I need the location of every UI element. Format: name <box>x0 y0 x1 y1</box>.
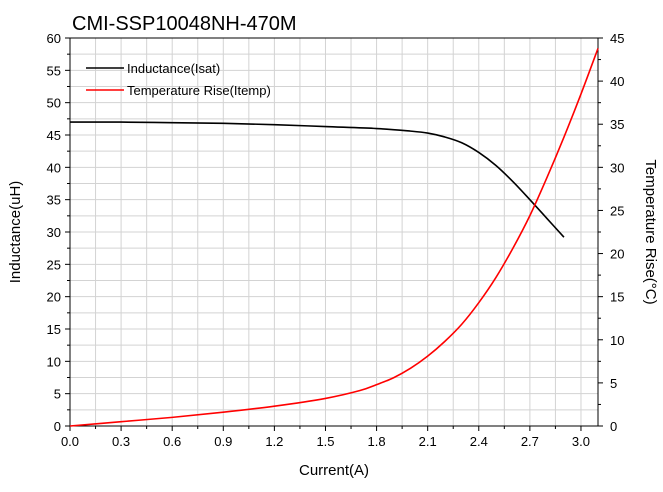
series-line-temperature-rise <box>69 48 599 427</box>
axis-ticks: 0.0 0.3 0.6 0.9 1.2 1.5 1.8 2.1 2.4 2.7 3.0 0 5 10 15 2… <box>47 31 625 449</box>
y-axis-left-label: Inductance(uH) <box>7 181 24 284</box>
legend: Inductance(Isat) Temperature Rise(Itemp) <box>86 61 271 98</box>
x-axis-label: Current(A) <box>299 462 369 479</box>
y-right-tick-label: 40 <box>610 74 624 89</box>
y-left-tick-label: 10 <box>47 354 61 369</box>
x-tick-label: 0.9 <box>214 434 232 449</box>
y-right-tick-label: 35 <box>610 117 624 132</box>
legend-label: Inductance(Isat) <box>127 61 220 76</box>
series-line-inductance <box>69 121 565 238</box>
legend-label: Temperature Rise(Itemp) <box>127 83 271 98</box>
y-left-tick-label: 35 <box>47 193 61 208</box>
y-right-tick-label: 10 <box>610 333 624 348</box>
y-right-tick-label: 30 <box>610 160 624 175</box>
y-axis-right-label: Temperature Rise(°C) <box>642 159 659 304</box>
y-right-tick-label: 0 <box>610 419 617 434</box>
x-tick-label: 1.8 <box>368 434 386 449</box>
y-left-tick-label: 40 <box>47 160 61 175</box>
x-tick-label: 2.4 <box>470 434 488 449</box>
y-left-tick-label: 15 <box>47 322 61 337</box>
x-tick-label: 0.6 <box>163 434 181 449</box>
y-right-tick-label: 15 <box>610 290 624 305</box>
y-left-tick-label: 25 <box>47 257 61 272</box>
y-left-tick-label: 45 <box>47 128 61 143</box>
y-left-tick-label: 60 <box>47 31 61 46</box>
y-left-tick-label: 30 <box>47 225 61 240</box>
grid <box>70 38 598 426</box>
y-left-tick-label: 55 <box>47 63 61 78</box>
x-tick-label: 2.7 <box>521 434 539 449</box>
x-tick-label: 3.0 <box>572 434 590 449</box>
y-left-tick-label: 20 <box>47 290 61 305</box>
x-tick-label: 2.1 <box>419 434 437 449</box>
y-right-tick-label: 20 <box>610 247 624 262</box>
x-tick-label: 0.0 <box>61 434 79 449</box>
series-layer <box>69 48 599 427</box>
y-left-tick-label: 50 <box>47 96 61 111</box>
y-left-tick-label: 0 <box>54 419 61 434</box>
chart-title: CMI-SSP10048NH-470M <box>72 13 297 35</box>
y-left-tick-label: 5 <box>54 387 61 402</box>
x-tick-label: 1.2 <box>265 434 283 449</box>
y-right-tick-label: 25 <box>610 203 624 218</box>
y-right-tick-label: 45 <box>610 31 624 46</box>
x-tick-label: 0.3 <box>112 434 130 449</box>
y-right-tick-label: 5 <box>610 376 617 391</box>
x-tick-label: 1.5 <box>316 434 334 449</box>
